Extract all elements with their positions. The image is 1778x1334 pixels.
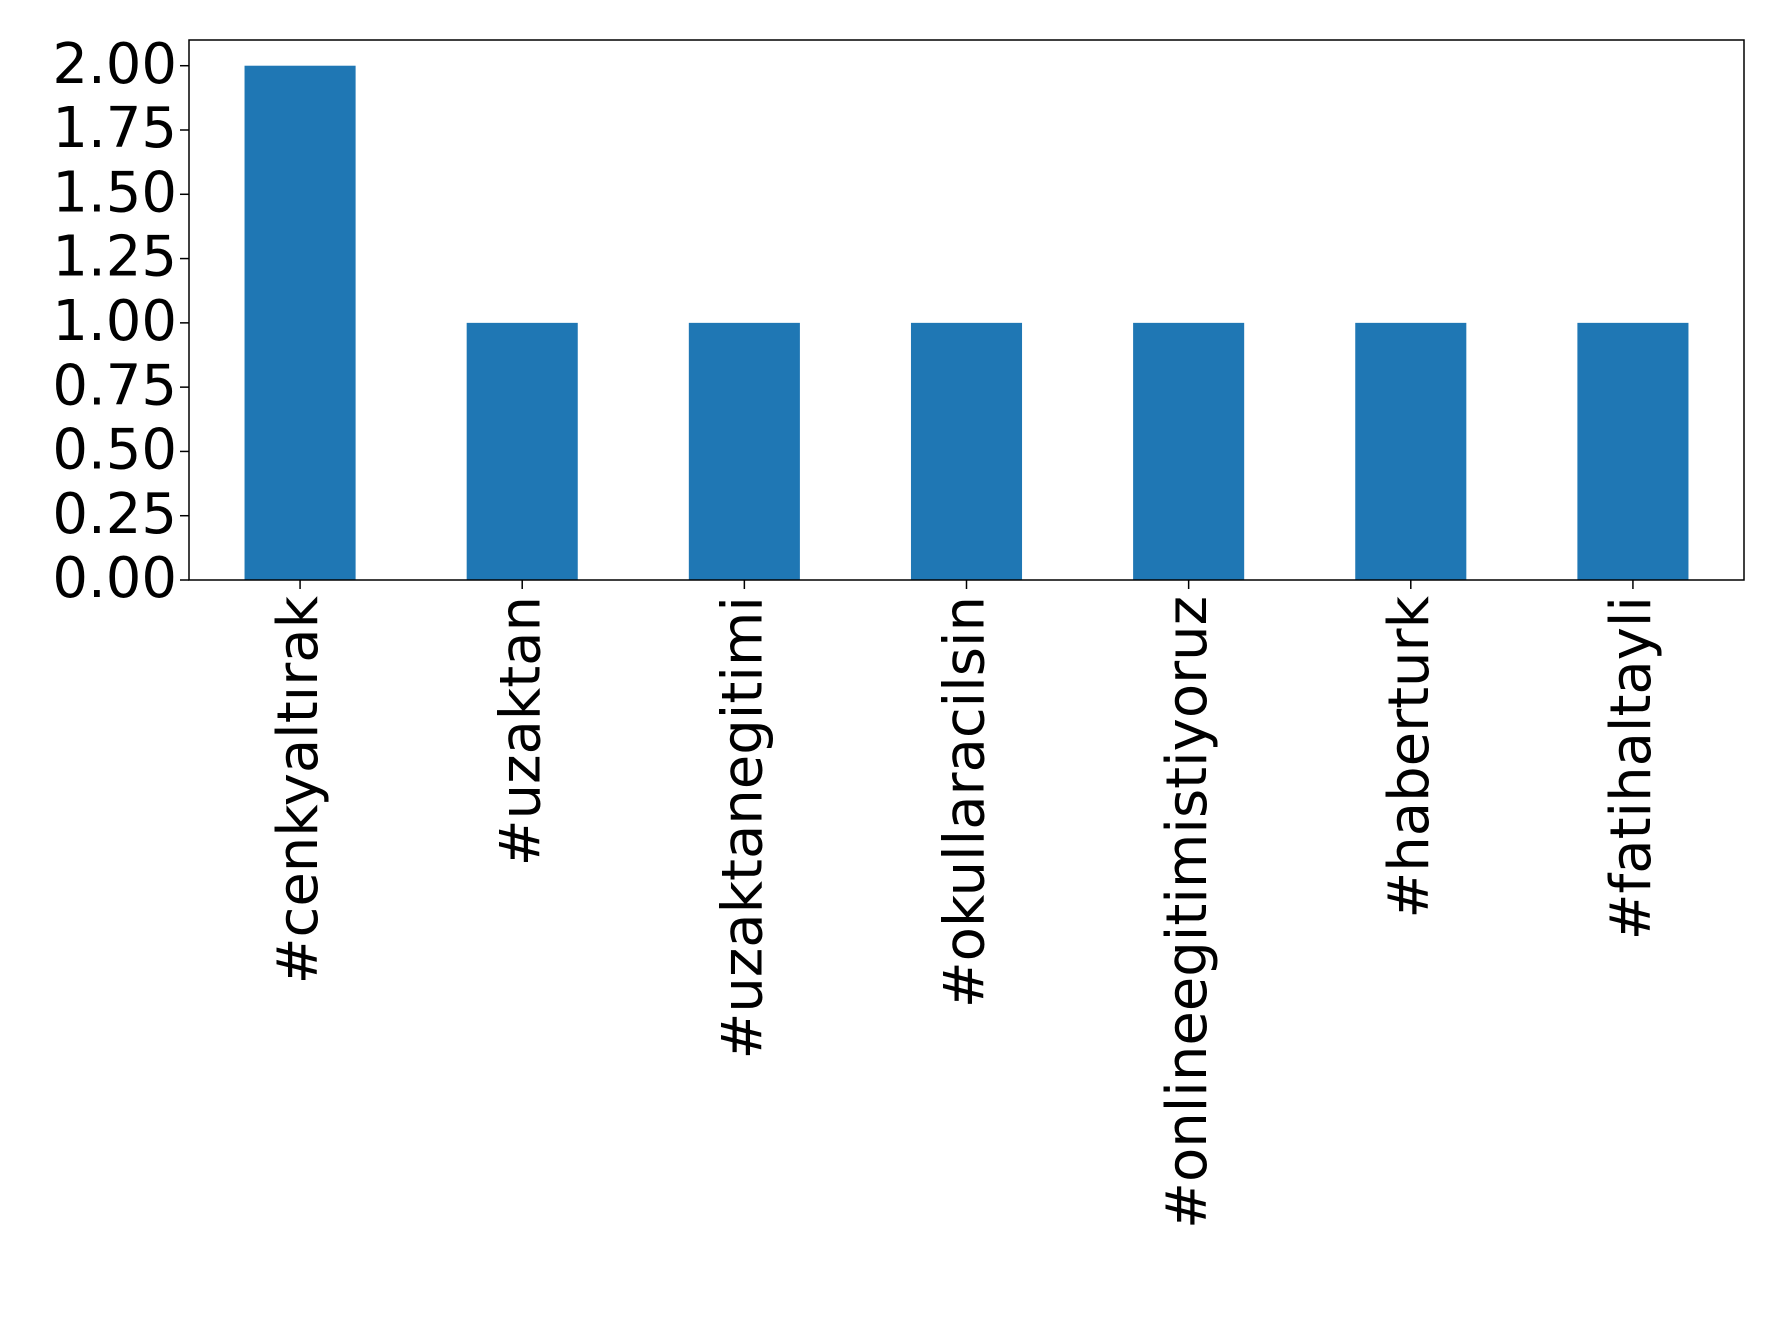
x-tick-label: #uzaktan: [488, 596, 553, 866]
x-tick-label: #cenkyaltırak: [266, 595, 331, 984]
axes-frame: [188, 39, 1745, 581]
bar: [466, 322, 578, 580]
x-tick-label: #haberturk: [1377, 595, 1442, 918]
y-tick-label: 1.00: [52, 289, 177, 354]
y-tick-label: 1.75: [52, 96, 177, 161]
x-tick-label: #fatihaltayli: [1599, 596, 1664, 940]
bar: [1133, 322, 1245, 580]
bar: [1577, 322, 1689, 580]
y-tick-label: 1.25: [52, 225, 177, 290]
bar: [688, 322, 800, 580]
y-tick-label: 0.25: [52, 482, 177, 547]
x-tick-label: #uzaktanegitimi: [710, 596, 775, 1060]
bar: [910, 322, 1023, 580]
bar: [244, 65, 356, 580]
y-tick-label: 0.00: [52, 546, 177, 611]
y-tick-label: 2.00: [52, 32, 177, 97]
y-tick-label: 0.75: [52, 353, 177, 418]
bar: [1355, 322, 1467, 580]
x-tick-label: #okullaracilsin: [933, 596, 998, 1008]
y-tick-label: 0.50: [52, 418, 177, 483]
x-tick-label: #onlineegitimistiyoruz: [1155, 596, 1220, 1229]
y-tick-label: 1.50: [52, 160, 177, 225]
